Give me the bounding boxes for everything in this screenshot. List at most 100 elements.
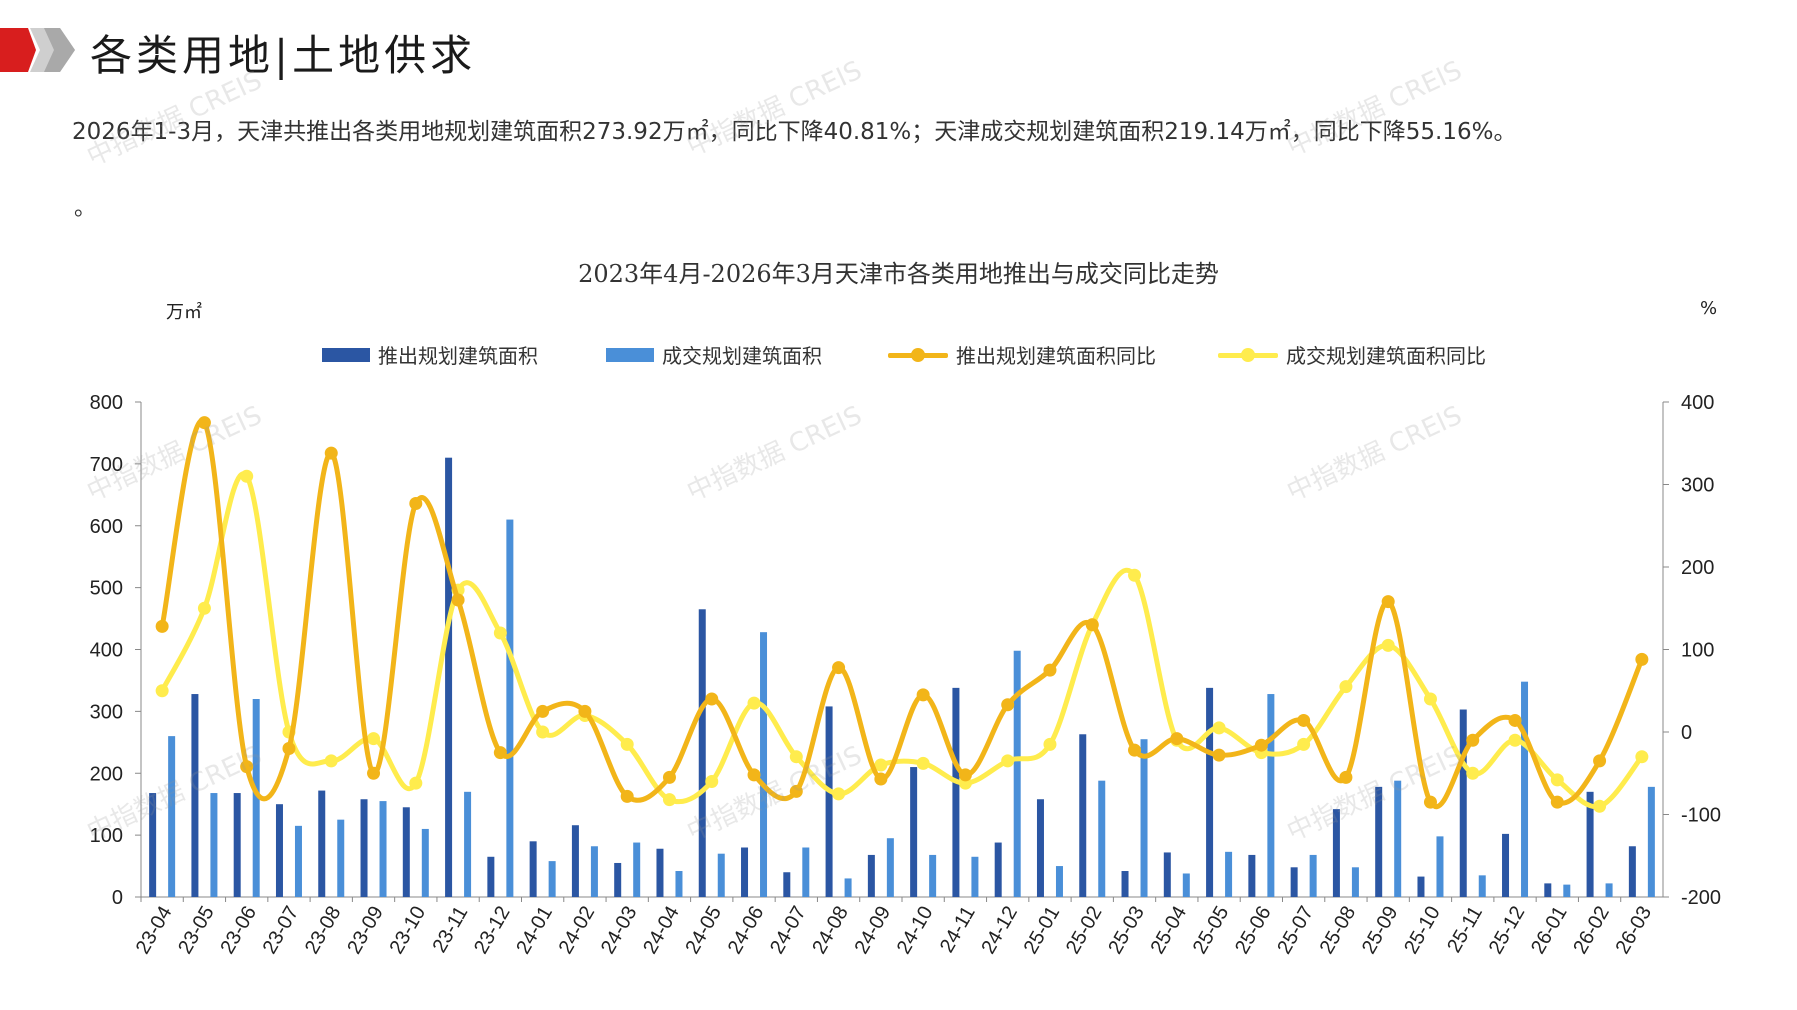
series-point: [1254, 738, 1268, 752]
left-tick-label: 300: [90, 701, 123, 723]
bar: [1563, 884, 1571, 897]
series-point: [324, 446, 338, 460]
x-tick-label: 25-07: [1273, 903, 1318, 958]
left-tick-label: 500: [90, 578, 123, 600]
left-tick-label: 0: [112, 887, 123, 909]
series-point: [1381, 595, 1395, 609]
series-point: [1593, 754, 1607, 768]
series-point: [578, 704, 592, 718]
bar: [210, 793, 218, 897]
series-point: [409, 496, 423, 510]
bar: [1309, 854, 1317, 897]
bar: [1098, 780, 1106, 897]
x-tick-label: 23-12: [470, 903, 515, 958]
bar: [1225, 851, 1233, 897]
legend-item-supply-yoy: 推出规划建筑面积同比: [888, 340, 1156, 369]
series-point: [1212, 721, 1226, 735]
legend-item-supply-area: 推出规划建筑面积: [322, 340, 538, 369]
x-tick-label: 24-10: [893, 903, 938, 958]
bar: [464, 791, 472, 897]
series-point: [1043, 663, 1057, 677]
x-tick-label: 25-10: [1400, 903, 1445, 958]
left-tick-label: 200: [90, 763, 123, 785]
bar: [698, 609, 706, 897]
x-tick-label: 24-03: [597, 903, 642, 958]
series-point: [747, 696, 761, 710]
series-point: [1043, 737, 1057, 751]
bar: [1079, 734, 1087, 897]
x-tick-label: 25-12: [1485, 903, 1530, 958]
series-point: [1001, 698, 1015, 712]
series-point: [1128, 743, 1142, 757]
bar: [360, 799, 368, 897]
series-point: [1635, 750, 1649, 764]
bar: [1605, 883, 1613, 897]
chart-legend: 推出规划建筑面积 成交规划建筑面积 推出规划建筑面积同比 成交规划建筑面积同比: [0, 340, 1797, 372]
bar: [910, 767, 918, 897]
series-point: [620, 737, 634, 751]
series-point: [536, 725, 550, 739]
bar: [379, 801, 387, 897]
x-tick-label: 24-07: [766, 903, 811, 958]
series-point: [832, 787, 846, 801]
bar: [1332, 809, 1340, 897]
series-point: [916, 688, 930, 702]
x-tick-label: 24-05: [681, 903, 726, 958]
x-tick-label: 24-12: [977, 903, 1022, 958]
series-point: [367, 732, 381, 746]
bar: [783, 872, 791, 897]
bar: [1478, 875, 1486, 897]
series-point: [1550, 773, 1564, 787]
bar: [971, 856, 979, 897]
bar: [1267, 694, 1275, 897]
x-tick-label: 24-06: [724, 903, 769, 958]
bar: [1375, 786, 1383, 897]
bar: [294, 825, 302, 897]
x-tick-label: 25-05: [1189, 903, 1234, 958]
series-point: [1381, 638, 1395, 652]
bar: [402, 807, 410, 897]
series-point: [1423, 795, 1437, 809]
bar: [1436, 836, 1444, 897]
bar: [548, 861, 556, 897]
series-point: [662, 793, 676, 807]
legend-swatch: [606, 347, 654, 362]
bar: [760, 632, 768, 897]
bar: [1290, 867, 1298, 897]
x-tick-label: 23-04: [132, 903, 177, 958]
left-tick-label: 100: [90, 825, 123, 847]
series-point: [1212, 748, 1226, 762]
bar: [421, 828, 429, 897]
bar: [1417, 876, 1425, 897]
bar: [1163, 852, 1171, 897]
x-tick-label: 23-06: [216, 903, 261, 958]
bar: [590, 846, 598, 897]
bar: [571, 825, 579, 897]
bar: [445, 457, 453, 897]
series-point: [1297, 737, 1311, 751]
series-point: [1466, 733, 1480, 747]
bar: [1140, 739, 1148, 897]
x-tick-label: 26-01: [1527, 903, 1572, 958]
series-point: [620, 789, 634, 803]
bar: [1121, 871, 1129, 897]
series-point: [1508, 713, 1522, 727]
series-point: [832, 661, 846, 675]
series-point: [1297, 713, 1311, 727]
bar: [1586, 791, 1594, 897]
bar: [318, 790, 326, 897]
bar: [487, 856, 495, 897]
right-tick-label: -100: [1681, 805, 1721, 827]
series-point: [874, 772, 888, 786]
series-point: [197, 416, 211, 430]
series-point: [240, 760, 254, 774]
bar: [1248, 854, 1256, 897]
left-tick-label: 400: [90, 640, 123, 662]
series-point: [1423, 692, 1437, 706]
x-tick-label: 25-01: [1020, 903, 1065, 958]
legend-label: 成交规划建筑面积同比: [1286, 344, 1486, 368]
series-point: [1550, 795, 1564, 809]
left-axis-unit: 万㎡: [166, 302, 202, 323]
x-tick-label: 23-05: [174, 903, 219, 958]
